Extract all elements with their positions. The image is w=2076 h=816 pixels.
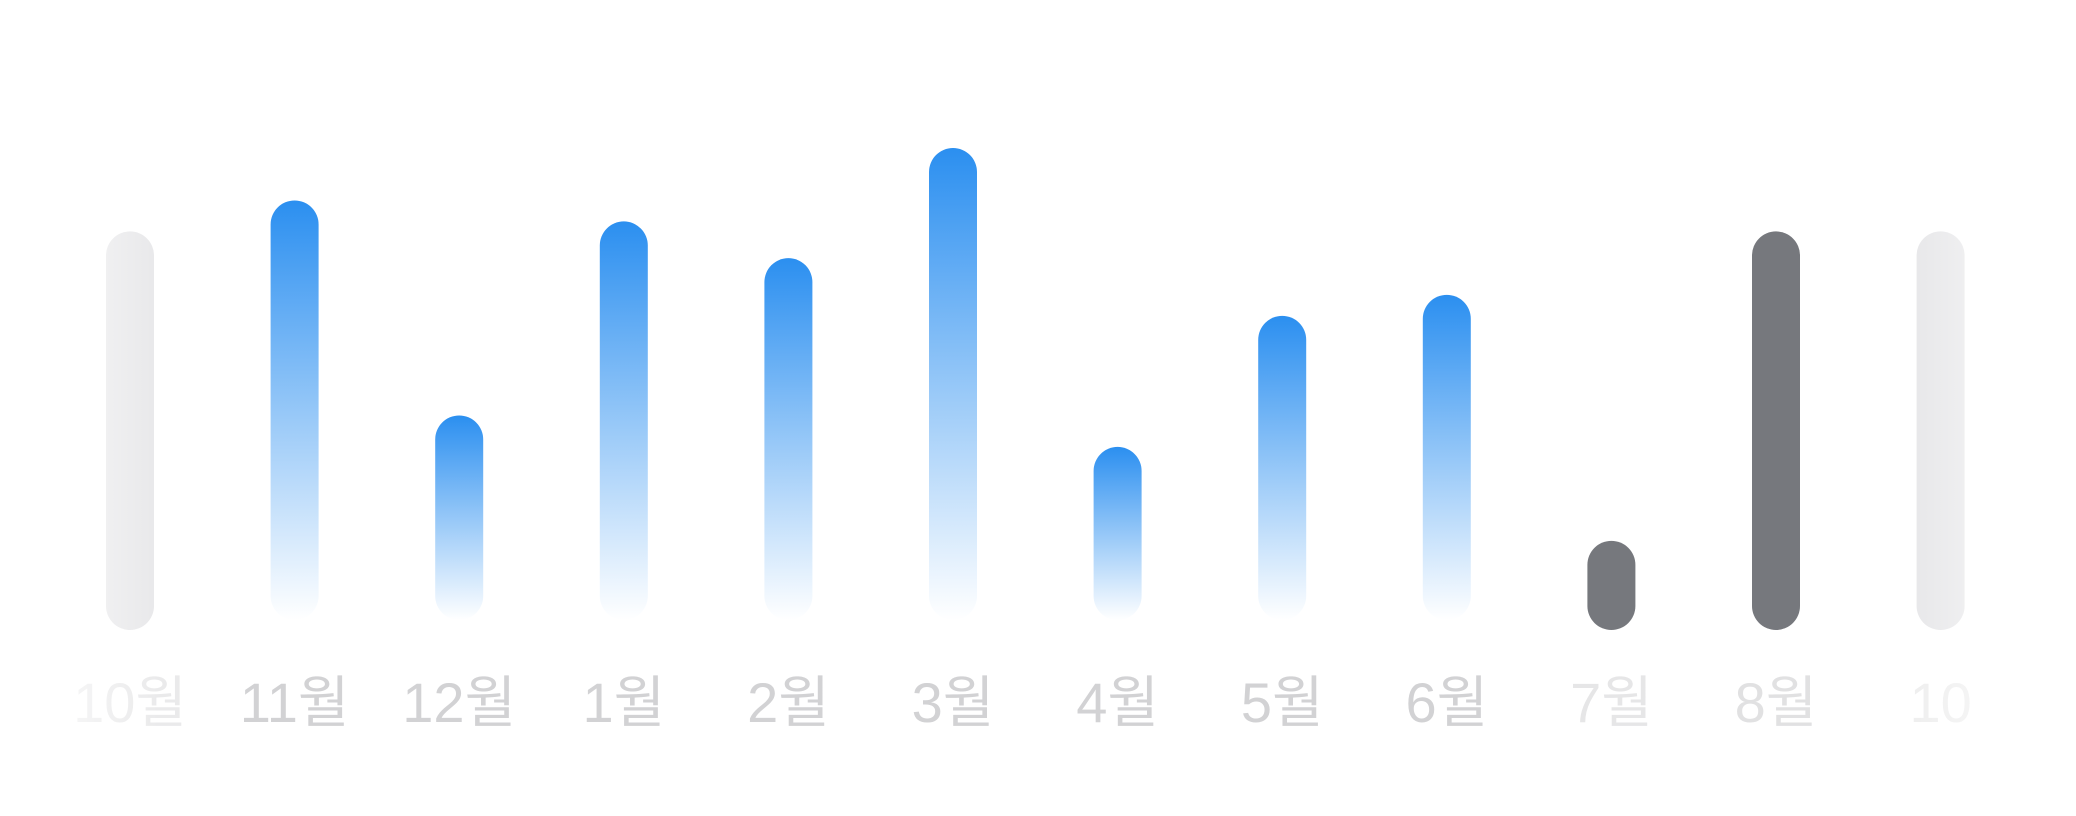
bar-10: [1587, 540, 1636, 630]
x-tick-label: 1월: [582, 671, 665, 734]
x-tick-label: 11월: [240, 671, 350, 734]
bars-layer: [106, 148, 1965, 630]
x-tick-label: 12월: [402, 671, 516, 734]
x-axis-labels: 10월11월12월1월2월3월4월5월6월7월8월10: [73, 671, 1972, 734]
bar-2: [270, 200, 319, 620]
x-tick-label: 5월: [1241, 671, 1324, 734]
x-tick-label: 7월: [1570, 671, 1653, 734]
x-tick-label: 2월: [747, 671, 830, 734]
bar-11: [1752, 231, 1800, 630]
left-edge-fade: [0, 0, 160, 816]
bar-5: [764, 258, 813, 620]
x-tick-label: 6월: [1405, 671, 1488, 734]
bar-9: [1422, 294, 1471, 620]
x-tick-label: 3월: [912, 671, 995, 734]
bar-6: [929, 148, 977, 620]
x-tick-label: 4월: [1076, 671, 1159, 734]
bar-3: [435, 415, 484, 620]
bar-8: [1258, 315, 1307, 620]
bar-4: [599, 221, 648, 620]
bar-7: [1093, 446, 1142, 620]
right-edge-fade: [1916, 0, 2076, 816]
x-tick-label: 8월: [1735, 671, 1818, 734]
